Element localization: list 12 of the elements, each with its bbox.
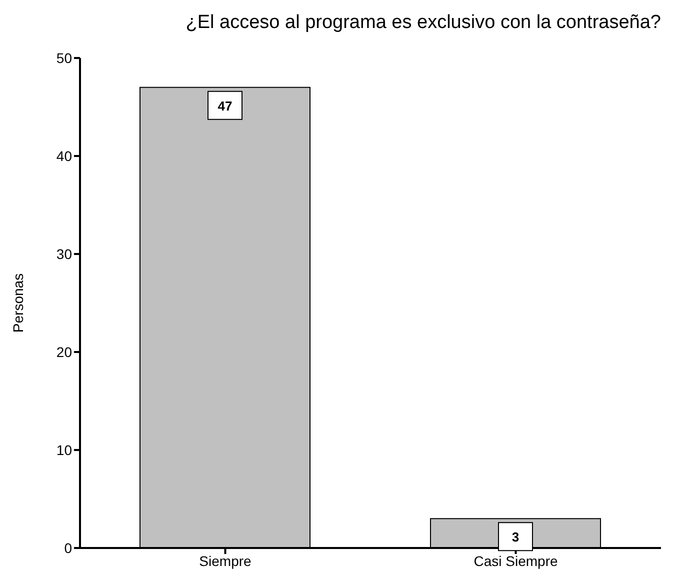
y-tick-label: 20	[56, 344, 72, 360]
y-tick-label: 40	[56, 148, 72, 164]
y-tick-label: 30	[56, 246, 72, 262]
y-tick-label: 0	[64, 540, 72, 556]
y-tick-label: 50	[56, 50, 72, 66]
chart-title: ¿El acceso al programa es exclusivo con la contraseña?	[184, 11, 662, 35]
x-tick-label: Casi Siempre	[474, 552, 558, 569]
data-label: 3	[512, 530, 520, 545]
y-axis-title: Personas	[10, 273, 26, 333]
y-tick-label: 10	[56, 442, 72, 458]
data-label: 47	[218, 98, 232, 114]
x-tick-label: Siempre	[199, 552, 252, 569]
